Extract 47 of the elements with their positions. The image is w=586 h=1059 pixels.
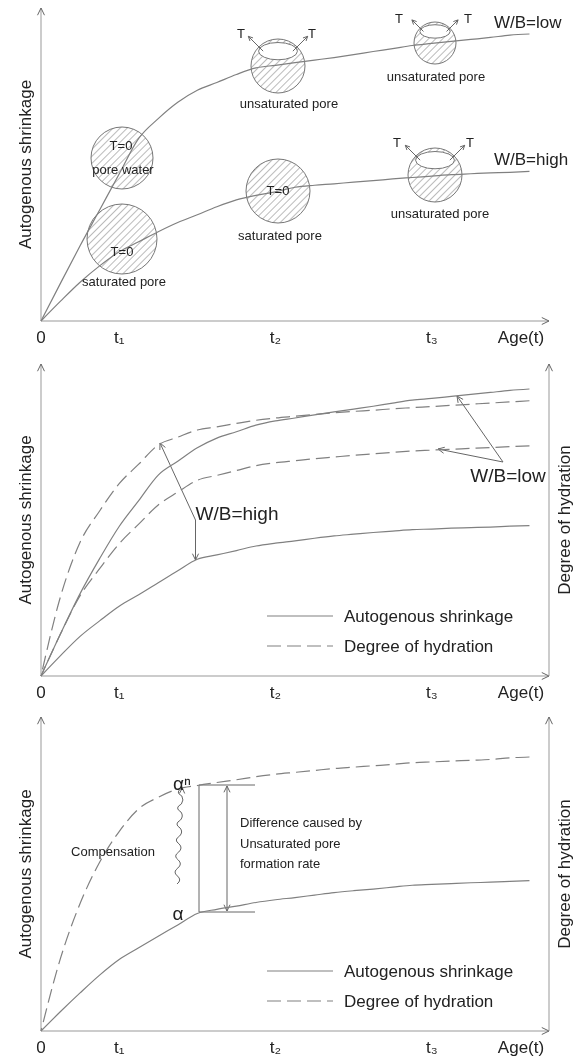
- x-tick-label: t₃: [425, 328, 438, 347]
- annotation: saturated pore: [238, 227, 322, 243]
- annotation: T: [393, 134, 402, 150]
- legend-label: W/B=high: [494, 150, 569, 170]
- x-tick-label: 0: [36, 683, 46, 702]
- x-tick-label: 0: [36, 328, 46, 347]
- annotation: T: [237, 25, 246, 41]
- x-axis-title: Age(t): [497, 1038, 545, 1057]
- x-tick-label: t₃: [425, 683, 438, 702]
- x-tick-label: t₃: [425, 1038, 438, 1057]
- text: T: [464, 10, 473, 26]
- x-tick-label: t₂: [269, 683, 282, 702]
- annotation: unsaturated pore: [239, 95, 339, 111]
- annotation: α: [172, 902, 184, 924]
- y-axis-title: Autogenous shrinkage: [16, 789, 35, 959]
- text: T: [395, 10, 404, 26]
- series-label: W/B=low: [494, 13, 563, 32]
- x-tick-label: 0: [36, 1038, 46, 1057]
- x-axis-title: Age(t): [497, 683, 545, 702]
- annotation: unsaturated pore: [386, 68, 486, 84]
- legend-label: Degree of hydration: [344, 637, 494, 656]
- annotation: T: [308, 25, 317, 41]
- annotation: T=0: [110, 243, 134, 259]
- x-axis-title: Age(t): [497, 328, 545, 347]
- annotation: T=0: [266, 182, 290, 198]
- annotation: T: [466, 134, 475, 150]
- legend-label: Autogenous shrinkage: [344, 607, 514, 626]
- annotation: Compensation: [71, 843, 155, 859]
- annotation: saturated pore: [82, 273, 166, 289]
- x-tick-label: t₂: [269, 328, 282, 347]
- annotation: unsaturated pore: [390, 205, 490, 221]
- annotation: pore water: [92, 161, 155, 177]
- legend-label: Autogenous shrinkage: [344, 962, 514, 981]
- y2-axis-title: Degree of hydration: [555, 445, 574, 595]
- y-axis-title: Autogenous shrinkage: [16, 79, 35, 250]
- y2-axis-title: Degree of hydration: [555, 799, 574, 949]
- annotation: Difference caused by Unsaturated pore formation rate: [240, 815, 363, 871]
- annotation: W/B=low: [470, 464, 547, 486]
- annotation: T=0: [109, 137, 133, 153]
- annotation: W/B=high: [195, 502, 279, 524]
- x-tick-label: t₁: [113, 1038, 125, 1057]
- x-tick-label: t₂: [269, 1038, 282, 1057]
- x-tick-label: t₁: [113, 683, 125, 702]
- annotation: αⁿ: [173, 772, 191, 794]
- y-axis-title: Autogenous shrinkage: [16, 435, 35, 605]
- legend-label: Degree of hydration: [344, 992, 494, 1011]
- x-tick-label: t₁: [113, 328, 125, 347]
